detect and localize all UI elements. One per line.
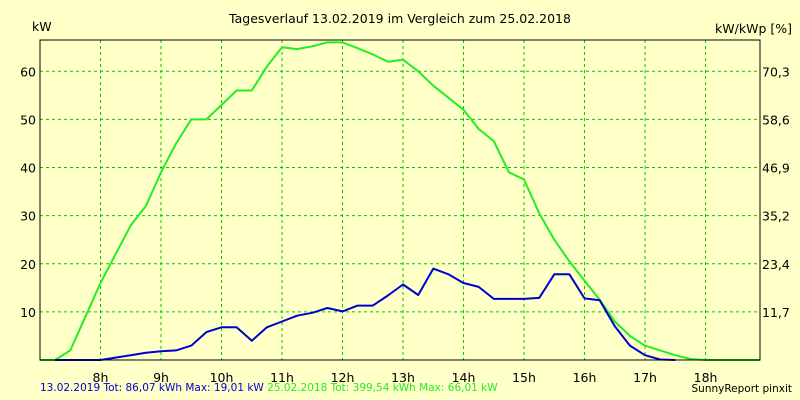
x-tick-label: 18h [694, 370, 718, 385]
chart-title: Tagesverlauf 13.02.2019 im Vergleich zum… [229, 11, 571, 26]
y-tick-label-left: 40 [20, 161, 36, 176]
y-tick-label-right: 11,7 [762, 305, 790, 320]
y-tick-label-right: 35,2 [762, 209, 790, 224]
x-tick-label: 13h [391, 370, 415, 385]
x-tick-label: 11h [270, 370, 294, 385]
y-tick-label-right: 46,9 [762, 161, 790, 176]
y-tick-label-left: 10 [20, 305, 36, 320]
right-axis-unit: kW/kWp [%] [715, 21, 792, 36]
x-tick-label: 12h [331, 370, 355, 385]
grid-lines [40, 40, 760, 360]
y-tick-label-right: 70,3 [762, 64, 790, 79]
y-tick-label-right: 58,6 [762, 112, 790, 127]
series-line-2 [40, 41, 760, 361]
y-tick-label-left: 60 [20, 64, 36, 79]
y-tick-label-right: 23,4 [762, 257, 790, 272]
x-tick-label: 8h [93, 370, 109, 385]
series-lines [40, 41, 760, 361]
x-tick-label: 10h [210, 370, 234, 385]
x-tick-label: 9h [153, 370, 169, 385]
y-tick-label-left: 30 [20, 209, 36, 224]
series-line-1 [55, 267, 676, 361]
x-tick-label: 15h [512, 370, 536, 385]
y-tick-label-left: 20 [20, 257, 36, 272]
left-axis-unit: kW [32, 19, 52, 34]
legend-series1: 13.02.2019 Tot: 86,07 kWh Max: 19,01 kW [40, 382, 264, 394]
y-tick-label-left: 50 [20, 112, 36, 127]
plot-frame [39, 39, 761, 361]
x-tick-label: 17h [633, 370, 657, 385]
x-tick-label: 16h [573, 370, 597, 385]
x-tick-label: 14h [452, 370, 476, 385]
footer-legend: 13.02.2019 Tot: 86,07 kWh Max: 19,01 kW … [40, 382, 498, 394]
brand-label: SunnyReport pinxit [691, 383, 792, 395]
legend-series2: 25.02.2018 Tot: 399,54 kWh Max: 66,01 kW [267, 382, 498, 394]
tick-labels: 8h 9h 10h 11h 12h 13h 14h 15h 16h 17h 18h 10 11,7 20 2… [20, 64, 790, 385]
